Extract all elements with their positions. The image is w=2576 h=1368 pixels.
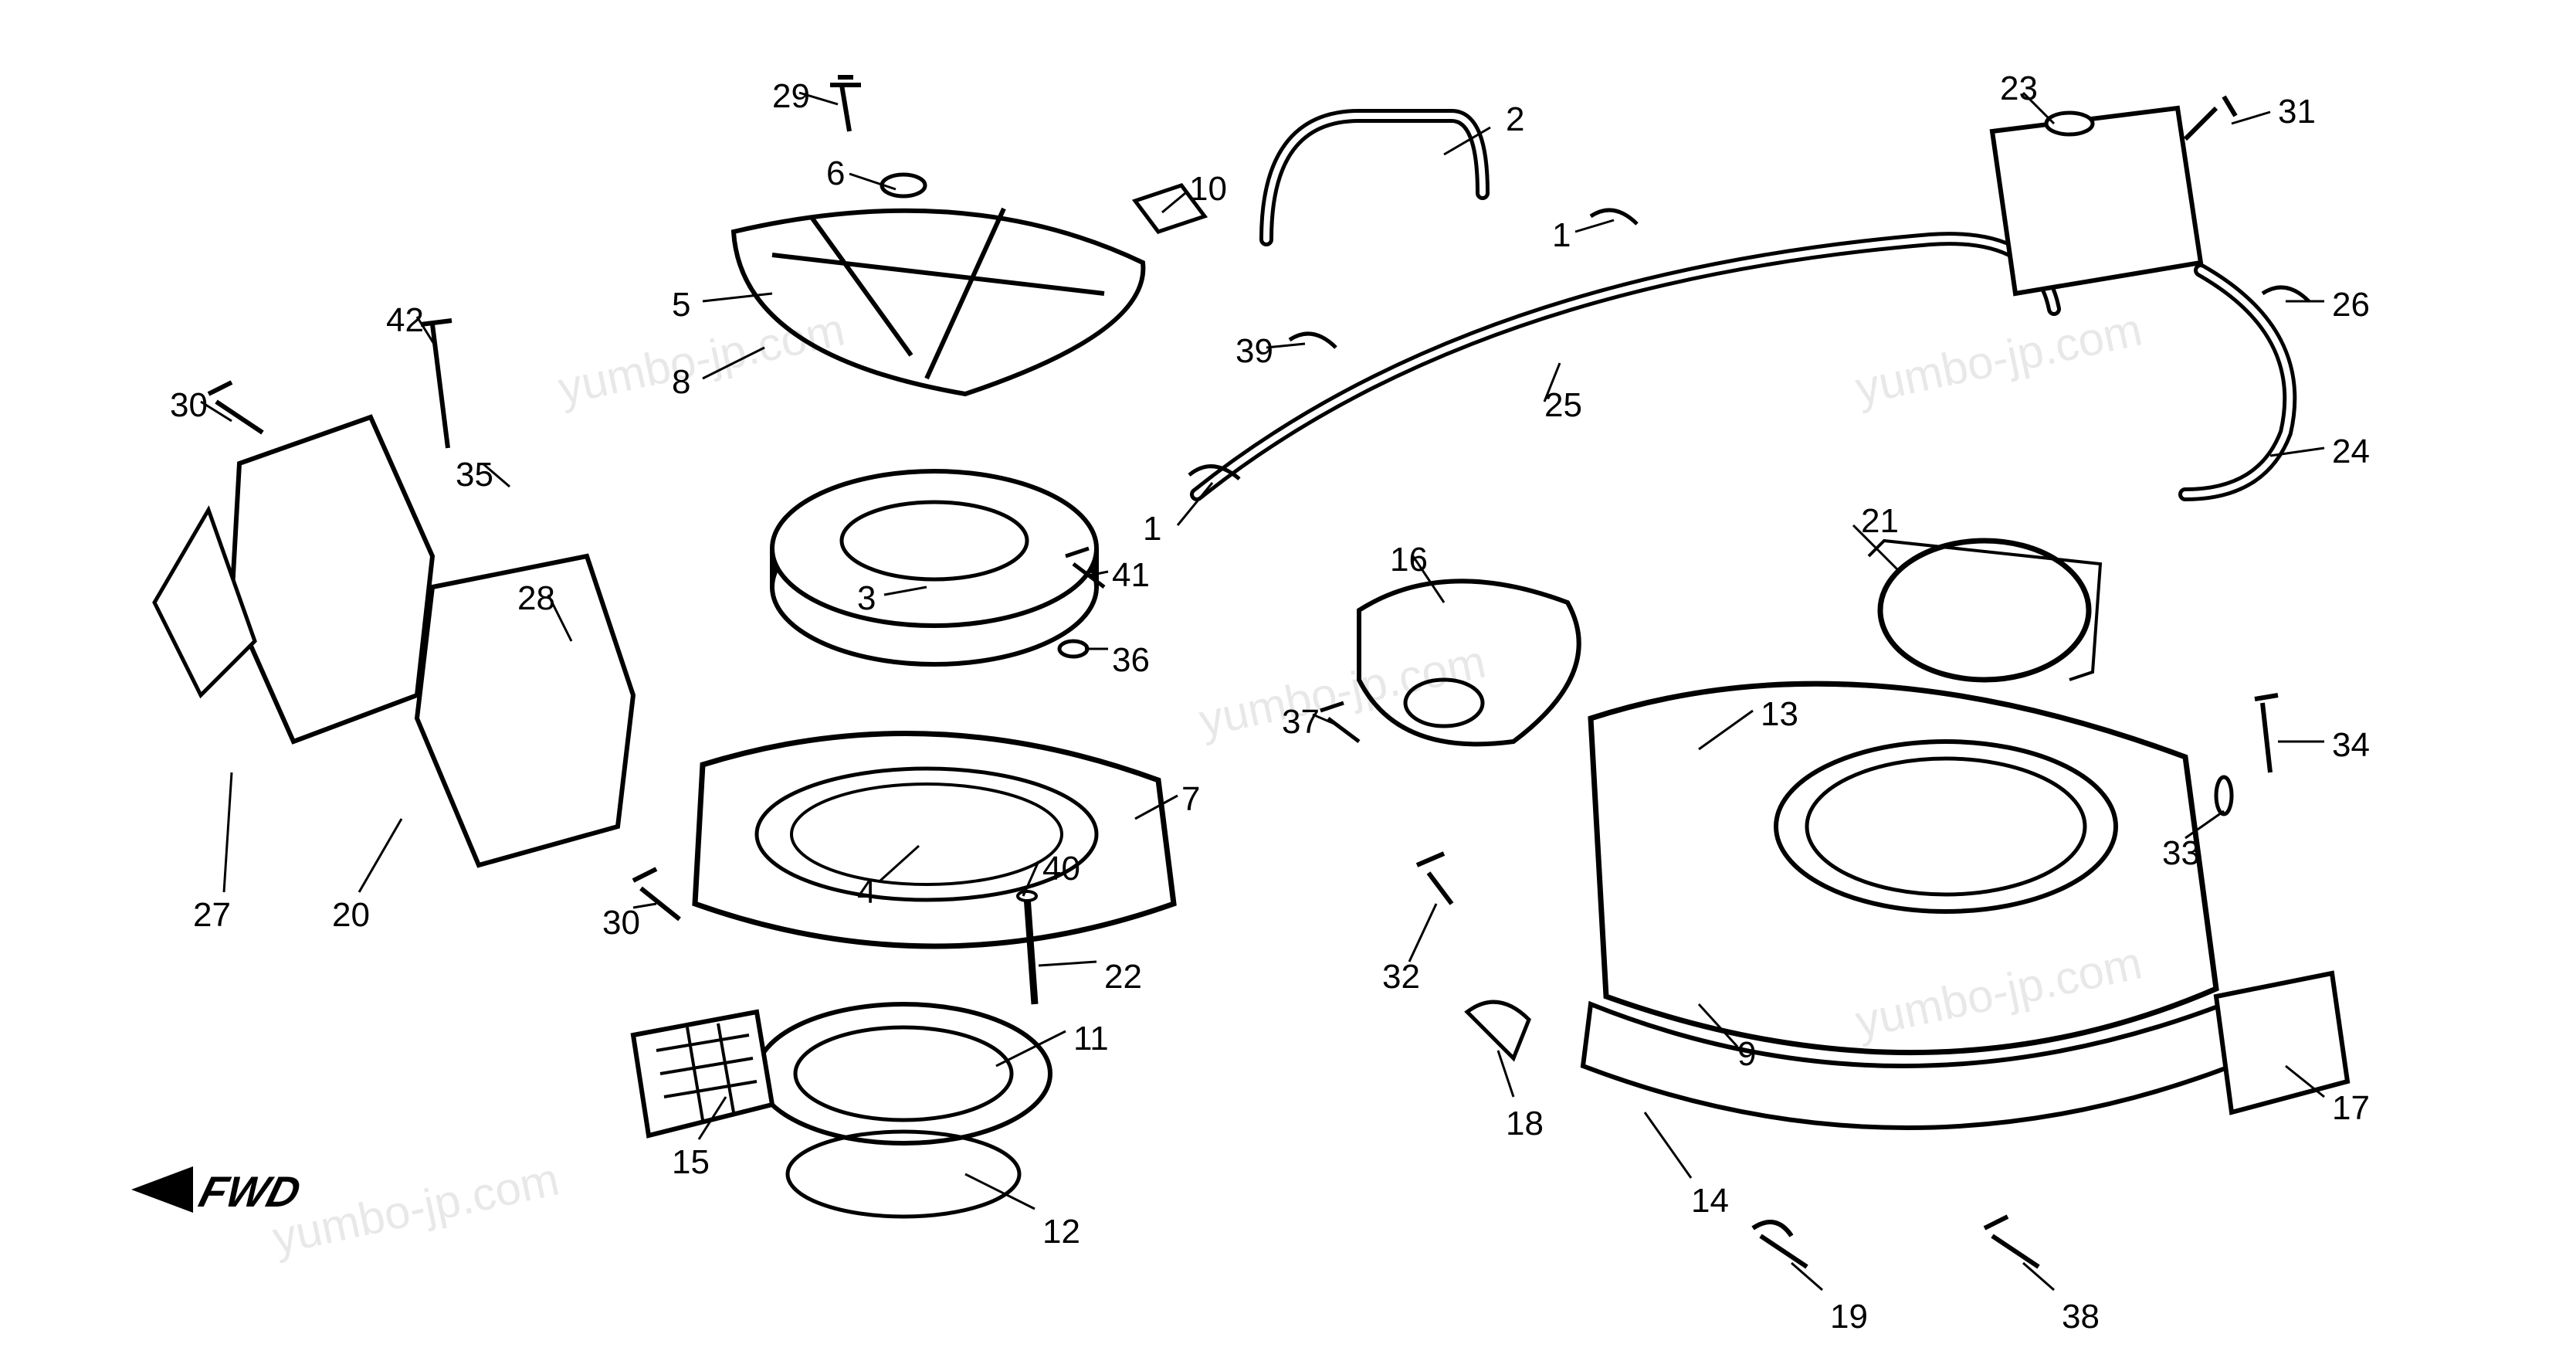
callout-16: 16 xyxy=(1390,541,1428,579)
fwd-label: FWD xyxy=(194,1166,306,1217)
callout-14: 14 xyxy=(1691,1182,1729,1220)
callout-39: 39 xyxy=(1235,332,1273,371)
callout-3: 3 xyxy=(857,579,876,618)
callout-9: 9 xyxy=(1737,1035,1756,1074)
callout-26: 26 xyxy=(2332,286,2370,324)
callout-42: 42 xyxy=(386,301,424,340)
callout-38: 38 xyxy=(2062,1298,2100,1336)
callout-24: 24 xyxy=(2332,433,2370,471)
callout-36: 36 xyxy=(1112,641,1150,680)
fwd-arrow-icon xyxy=(131,1166,193,1213)
callout-22: 22 xyxy=(1104,958,1142,996)
callout-23: 23 xyxy=(2000,70,2038,108)
callout-15: 15 xyxy=(672,1143,710,1182)
callout-6: 6 xyxy=(826,154,845,193)
parts-diagram: FWD yumbo-jp.com yumbo-jp.com yumbo-jp.c… xyxy=(0,0,2576,1368)
callout-29: 29 xyxy=(772,77,810,116)
callout-31: 31 xyxy=(2278,93,2316,131)
callout-5: 5 xyxy=(672,286,690,324)
callout-40: 40 xyxy=(1042,850,1080,888)
callout-12: 12 xyxy=(1042,1213,1080,1251)
callout-11: 11 xyxy=(1073,1020,1109,1058)
callout-17: 17 xyxy=(2332,1089,2370,1128)
callout-20: 20 xyxy=(332,896,370,935)
callout-33: 33 xyxy=(2162,834,2200,873)
callout-27: 27 xyxy=(193,896,231,935)
callout-35: 35 xyxy=(456,456,493,494)
callout-2: 2 xyxy=(1506,100,1524,139)
callout-41: 41 xyxy=(1112,556,1150,595)
callout-13: 13 xyxy=(1761,695,1798,734)
callout-8: 8 xyxy=(672,363,690,402)
callout-19: 19 xyxy=(1830,1298,1868,1336)
callout-4: 4 xyxy=(857,873,876,911)
callout-18: 18 xyxy=(1506,1105,1544,1143)
callout-1: 1 xyxy=(1552,216,1571,255)
callout-25: 25 xyxy=(1544,386,1582,425)
callout-21: 21 xyxy=(1861,502,1899,541)
callout-30: 30 xyxy=(170,386,208,425)
callout-32: 32 xyxy=(1382,958,1420,996)
parts-svg xyxy=(0,0,2576,1368)
callout-28: 28 xyxy=(517,579,555,618)
callout-37: 37 xyxy=(1282,703,1320,742)
callout-1: 1 xyxy=(1143,510,1161,548)
callout-10: 10 xyxy=(1189,170,1227,209)
callout-34: 34 xyxy=(2332,726,2370,765)
callout-7: 7 xyxy=(1181,780,1200,819)
callout-30: 30 xyxy=(602,904,640,942)
